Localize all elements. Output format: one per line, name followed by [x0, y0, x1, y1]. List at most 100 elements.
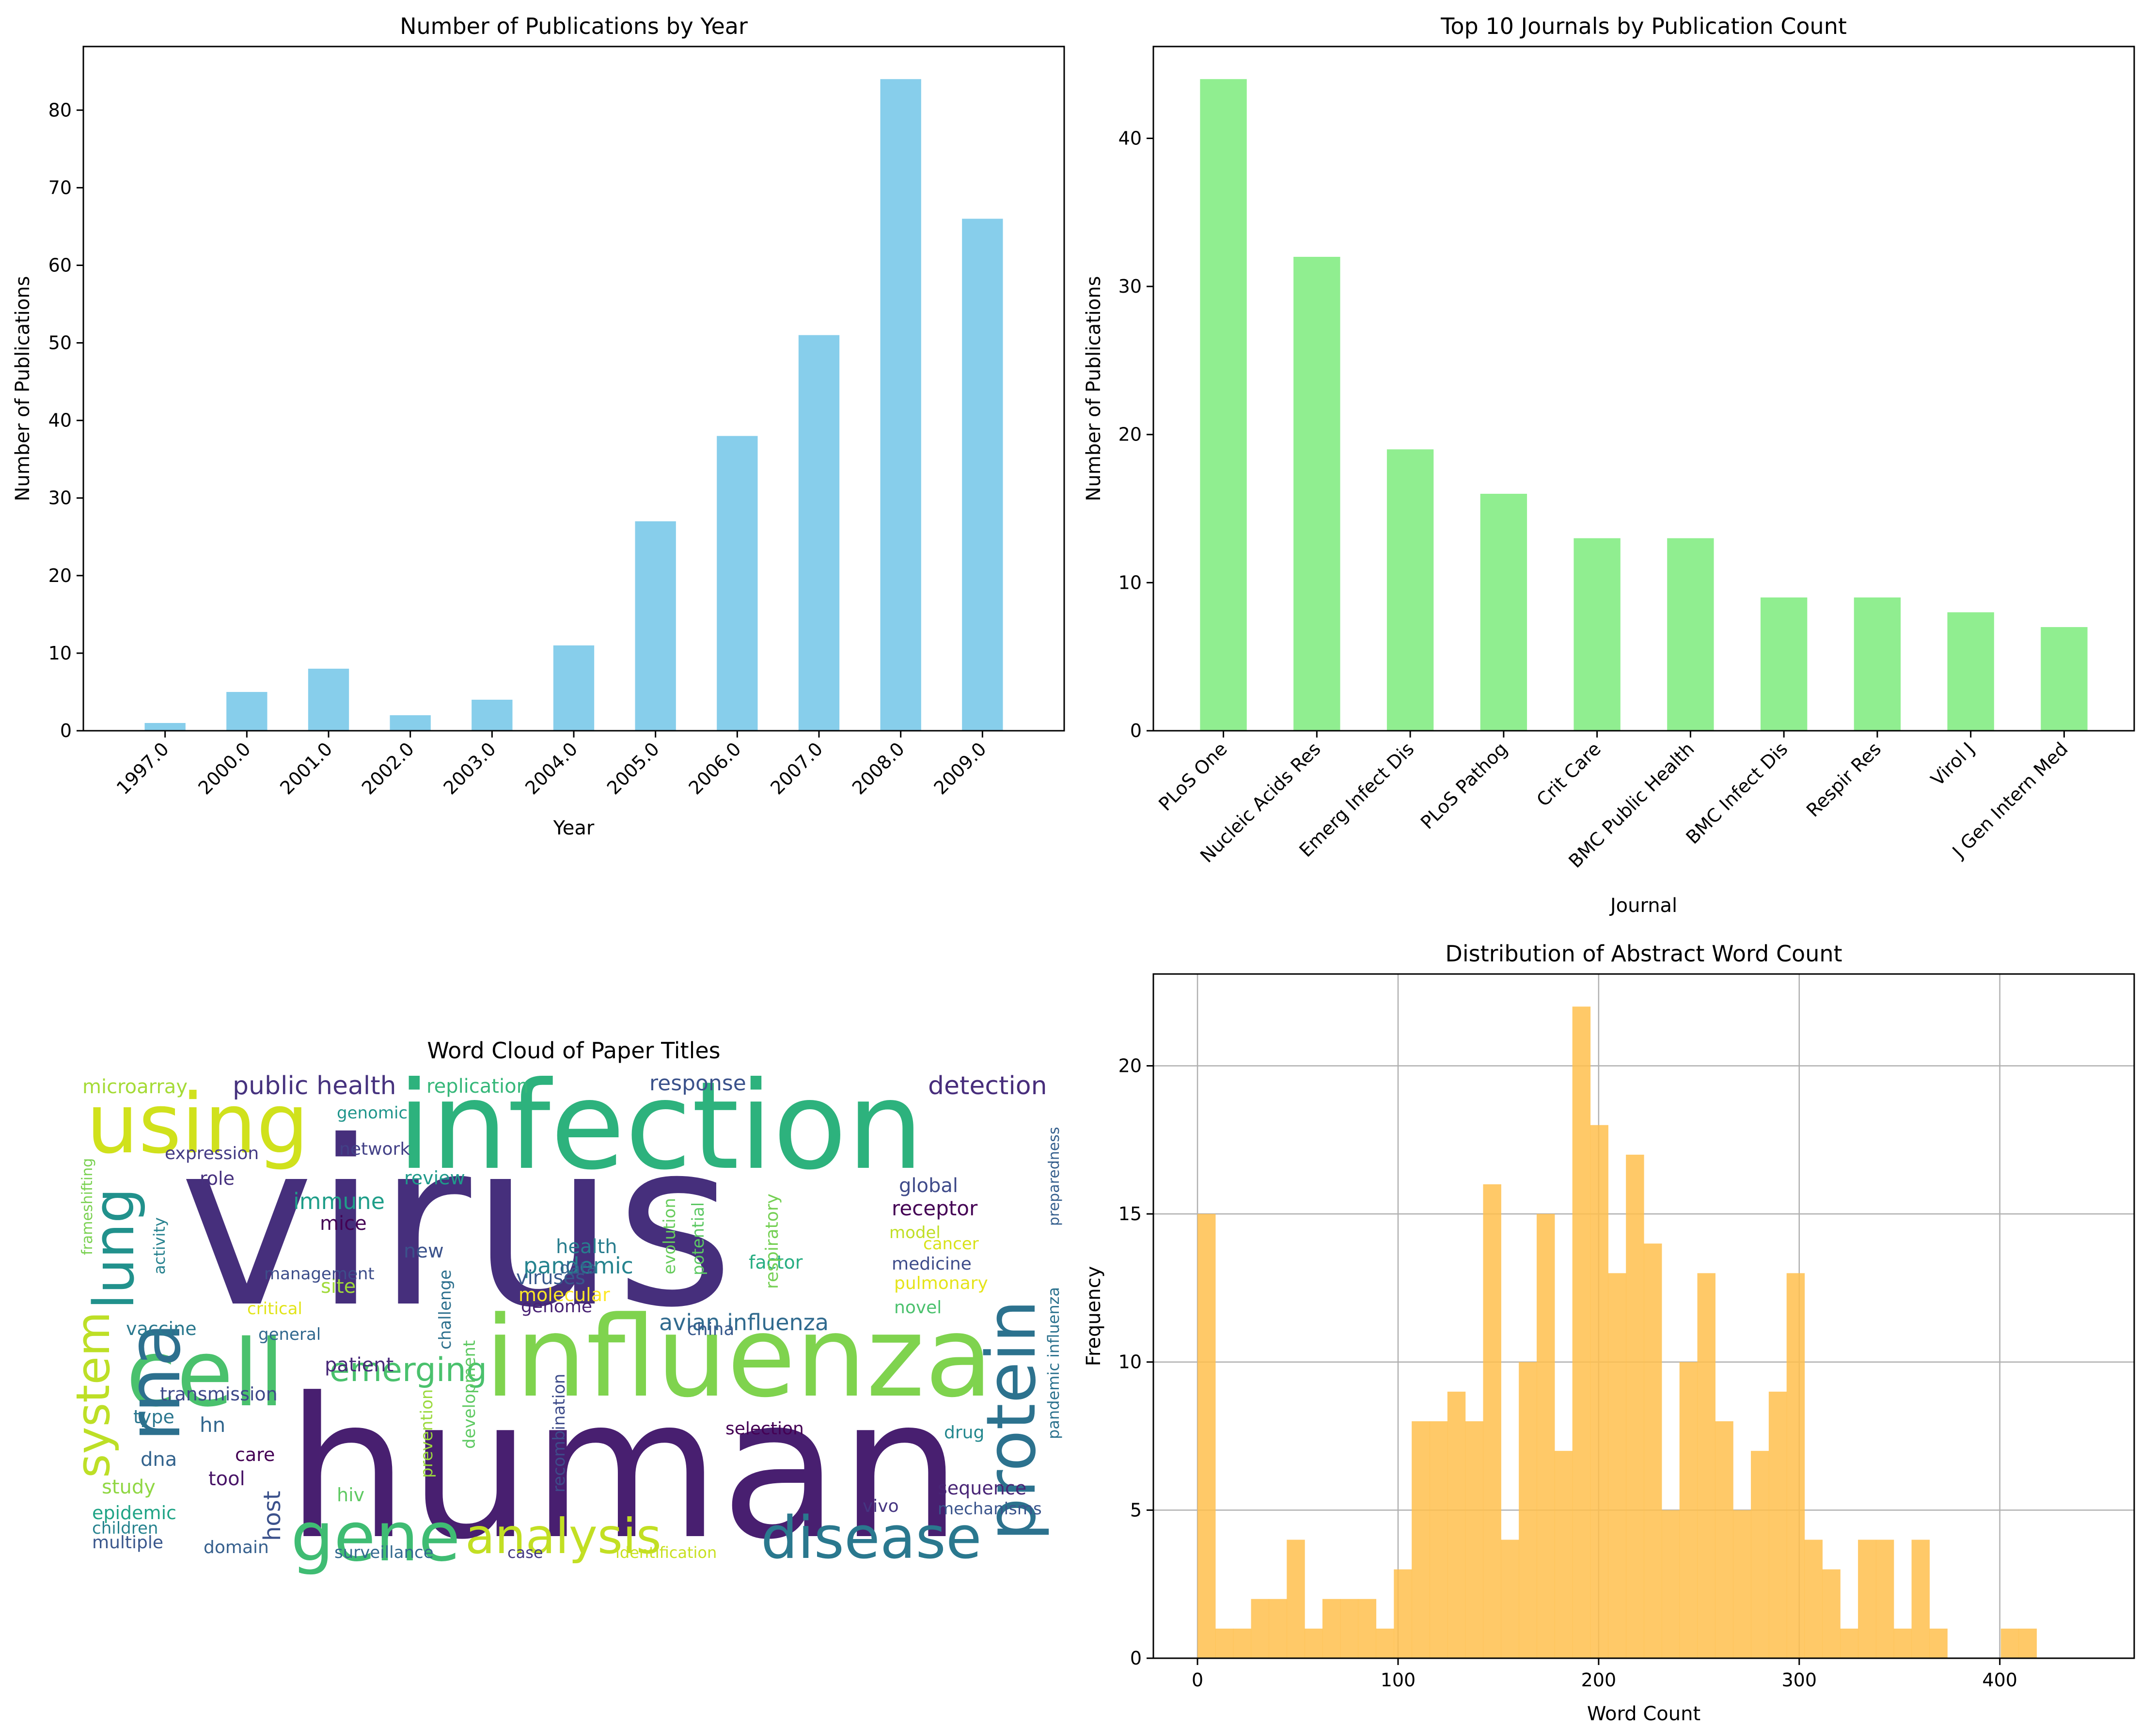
histogram-bar: [1911, 1539, 1930, 1658]
histogram-bar: [1697, 1273, 1715, 1658]
histogram-bar: [1929, 1628, 1948, 1658]
word-cloud-word: system: [67, 1312, 120, 1478]
word-cloud-word: using: [86, 1076, 309, 1172]
word-cloud-word: pandemic: [523, 1253, 633, 1279]
histogram-bar: [1322, 1599, 1341, 1658]
word-cloud-word: replication: [426, 1075, 529, 1098]
word-cloud-word: preparedness: [1046, 1127, 1063, 1226]
word-cloud-word: virus: [179, 1092, 734, 1357]
y-axis-label: Frequency: [1083, 1266, 1105, 1367]
histogram-bar: [1251, 1599, 1270, 1658]
histogram-bar: [1768, 1391, 1787, 1658]
word-cloud-word: host: [259, 1491, 286, 1541]
x-tick-label: 100: [1381, 1669, 1416, 1691]
x-tick-label: 300: [1782, 1669, 1817, 1691]
histogram-bar: [1572, 1006, 1591, 1658]
word-cloud-word: china: [687, 1320, 735, 1339]
word-cloud-word: novel: [894, 1298, 942, 1318]
word-cloud-word: lung: [82, 1188, 147, 1309]
word-cloud-word: rna: [112, 1322, 197, 1442]
word-cloud-word: review: [404, 1167, 465, 1189]
word-cloud-word: role: [200, 1168, 235, 1189]
word-cloud-word: analysis: [465, 1508, 661, 1565]
histogram-bar: [1661, 1510, 1680, 1658]
bar: [1200, 79, 1247, 731]
histogram-bar: [1465, 1421, 1484, 1658]
histogram-bar: [1644, 1243, 1662, 1658]
word-cloud-word: respiratory: [762, 1194, 782, 1289]
y-tick-label: 15: [1118, 1203, 1142, 1225]
bar: [472, 699, 513, 731]
word-cloud-word: hiv: [337, 1484, 364, 1506]
y-tick-label: 20: [1118, 424, 1142, 445]
word-cloud-word: human: [286, 1357, 962, 1582]
histogram-bar: [1447, 1391, 1466, 1658]
word-cloud-word: microarray: [82, 1076, 188, 1098]
word-cloud-word: receptor: [892, 1196, 978, 1220]
word-cloud-word: new: [404, 1240, 444, 1262]
word-cloud-word: pulmonary: [894, 1273, 988, 1293]
chart-abstract-word-count: 0 5 10 15 20 Frequency 0 100 200 300 400 Distributi…: [1083, 941, 2135, 1725]
word-cloud-word: patient: [325, 1354, 393, 1376]
word-cloud-word: mechanisms: [938, 1499, 1042, 1519]
word-cloud-word: tool: [208, 1468, 245, 1490]
bar: [390, 715, 431, 731]
y-axis-label: Number of Publications: [12, 276, 34, 501]
word-cloud-word: infection: [397, 1055, 924, 1196]
bar: [1386, 449, 1434, 731]
bar: [1667, 538, 1714, 731]
word-cloud-word: gene: [291, 1498, 460, 1577]
word-cloud-word: drug: [944, 1423, 984, 1443]
word-cloud-word: public health: [233, 1071, 396, 1100]
y-tick-label: 60: [48, 254, 72, 276]
histogram-bar: [1554, 1451, 1573, 1658]
word-cloud-word: molecular: [519, 1284, 610, 1305]
y-tick-label: 80: [48, 99, 72, 121]
bar: [635, 521, 676, 731]
word-cloud-word: genome: [521, 1297, 592, 1317]
histogram-bar: [1536, 1214, 1555, 1658]
histogram-bar: [1715, 1421, 1733, 1658]
y-tick-label: 30: [48, 487, 72, 509]
histogram-bar: [1287, 1539, 1305, 1658]
word-cloud-word: site: [321, 1275, 356, 1298]
histogram-bar: [2000, 1628, 2019, 1658]
histogram-bar: [1840, 1628, 1858, 1658]
histogram-bar: [1679, 1362, 1698, 1658]
chart-title: Word Cloud of Paper Titles: [427, 1037, 720, 1064]
bar: [1760, 597, 1808, 731]
histogram-bar: [1269, 1599, 1287, 1658]
word-cloud-word: recombination: [550, 1374, 569, 1492]
axes-frame: [1152, 46, 2135, 732]
word-cloud-word: evolution: [660, 1198, 679, 1274]
histogram-bar: [2018, 1628, 2037, 1658]
histogram-bar: [1412, 1421, 1430, 1658]
histogram-bar: [1233, 1628, 1252, 1658]
histogram-bar: [1358, 1599, 1377, 1658]
histogram-bar: [1340, 1599, 1359, 1658]
bar: [2041, 627, 2088, 731]
y-axis-label: Number of Publications: [1083, 276, 1105, 501]
word-cloud-word: identification: [615, 1543, 717, 1562]
word-cloud-word: cell: [126, 1320, 284, 1427]
histogram-bar: [1804, 1539, 1823, 1658]
y-tick-label: 70: [48, 177, 72, 198]
word-cloud-word: influenza: [485, 1293, 993, 1422]
word-cloud-word: emerging: [330, 1351, 487, 1389]
word-cloud-word: mice: [320, 1212, 367, 1235]
bar: [226, 691, 268, 731]
x-tick-label: 0: [1192, 1669, 1203, 1691]
word-cloud-word: data: [560, 1258, 597, 1278]
histogram-bar: [1786, 1273, 1805, 1658]
y-tick-label: 5: [1130, 1499, 1142, 1521]
histogram-bar: [1519, 1362, 1537, 1658]
histogram-bar: [1429, 1421, 1448, 1658]
x-axis-label: Journal: [1609, 895, 1677, 917]
word-cloud-word: health: [556, 1236, 617, 1258]
y-tick-label: 10: [1118, 572, 1142, 593]
histogram-bar: [1822, 1569, 1841, 1658]
chart-title: Top 10 Journals by Publication Count: [1440, 13, 1847, 39]
y-tick-label: 50: [48, 332, 72, 354]
y-tick-label: 40: [48, 410, 72, 431]
